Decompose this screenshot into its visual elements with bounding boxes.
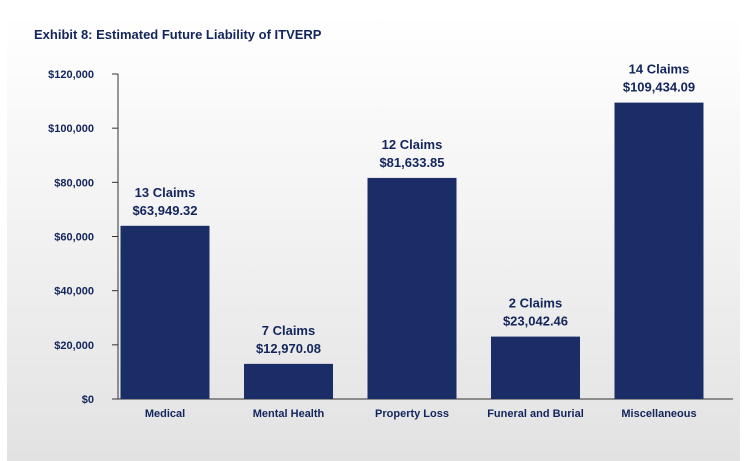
labels: Medical 13 Claims $63,949.32 Mental Health 7… xyxy=(132,62,696,420)
value-label: $23,042.46 xyxy=(503,314,568,329)
bar xyxy=(491,336,580,399)
bar xyxy=(244,363,333,399)
bar xyxy=(367,177,457,399)
value-label: $12,970.08 xyxy=(256,341,321,356)
category-label: Funeral and Burial xyxy=(487,408,584,420)
y-tick-label: $20,000 xyxy=(54,340,94,352)
y-tick-label: $0 xyxy=(82,394,94,406)
y-tick-label: $120,000 xyxy=(48,69,94,81)
claims-label: 7 Claims xyxy=(262,323,315,338)
claims-label: 12 Claims xyxy=(382,137,443,152)
y-tick-label: $100,000 xyxy=(48,123,94,135)
y-tick-label: $40,000 xyxy=(54,286,94,298)
bar xyxy=(120,225,210,399)
y-tick-label: $60,000 xyxy=(54,232,94,244)
chart-title: Exhibit 8: Estimated Future Liability of… xyxy=(34,27,322,42)
category-label: Medical xyxy=(145,408,185,420)
value-label: $63,949.32 xyxy=(132,203,197,218)
bars xyxy=(120,102,704,400)
y-axis: $0 $20,000 $40,000 $60,000 $80,000 $100,000 $1… xyxy=(48,69,733,406)
category-label: Mental Health xyxy=(253,408,325,420)
value-label: $109,434.09 xyxy=(623,80,695,95)
category-label: Property Loss xyxy=(375,408,449,420)
claims-label: 14 Claims xyxy=(629,62,690,77)
bar xyxy=(614,102,704,400)
claims-label: 13 Claims xyxy=(135,185,196,200)
value-label: $81,633.85 xyxy=(379,155,444,170)
y-tick-label: $80,000 xyxy=(54,177,94,189)
claims-label: 2 Claims xyxy=(509,296,562,311)
category-label: Miscellaneous xyxy=(621,408,696,420)
